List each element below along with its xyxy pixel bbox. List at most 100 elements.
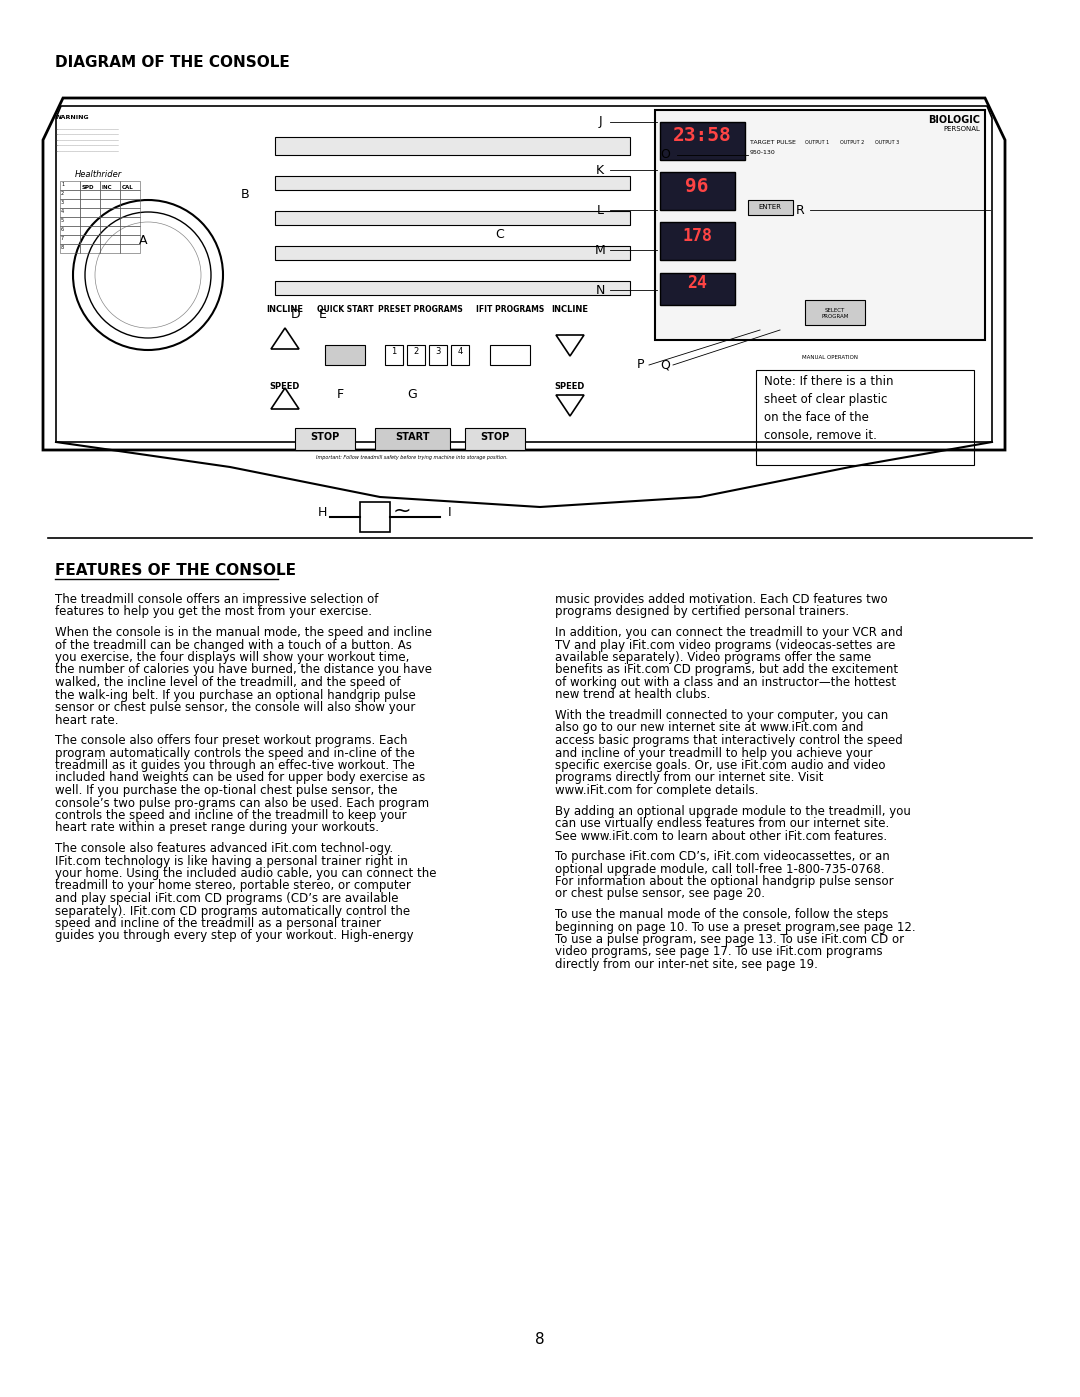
Bar	[120, 182, 140, 190]
Text: 950-130: 950-130	[750, 149, 775, 155]
Text: ______________________________: ______________________________	[55, 126, 119, 130]
Bar	[120, 217, 140, 226]
Text: SELECT
PROGRAM: SELECT PROGRAM	[821, 307, 849, 319]
Text: console’s two pulse pro-grams can also be used. Each program: console’s two pulse pro-grams can also b…	[55, 796, 429, 809]
Text: the number of calories you have burned, the distance you have: the number of calories you have burned, …	[55, 664, 432, 676]
Text: www.iFit.com for complete details.: www.iFit.com for complete details.	[555, 784, 758, 798]
Bar	[60, 217, 80, 226]
Polygon shape	[556, 335, 584, 356]
Text: guides you through every step of your workout. High-energy: guides you through every step of your wo…	[55, 929, 414, 943]
Text: the walk-ing belt. If you purchase an optional handgrip pulse: the walk-ing belt. If you purchase an op…	[55, 689, 416, 701]
Text: When the console is in the manual mode, the speed and incline: When the console is in the manual mode, …	[55, 626, 432, 638]
Text: 1: 1	[60, 182, 64, 187]
Text: PRESET PROGRAMS: PRESET PROGRAMS	[378, 305, 462, 314]
Bar	[60, 190, 80, 198]
Text: 3: 3	[435, 346, 441, 356]
Text: access basic programs that interactively control the speed: access basic programs that interactively…	[555, 733, 903, 747]
Text: heart rate within a preset range during your workouts.: heart rate within a preset range during …	[55, 821, 379, 834]
Bar	[360, 502, 390, 532]
Text: 2: 2	[414, 346, 419, 356]
Text: ______________________________: ______________________________	[55, 142, 119, 147]
Text: IFit.com technology is like having a personal trainer right in: IFit.com technology is like having a per…	[55, 855, 408, 868]
Bar	[60, 198, 80, 208]
Text: STOP: STOP	[310, 432, 339, 441]
Text: I: I	[448, 506, 451, 518]
Bar	[80, 208, 100, 217]
Text: you exercise, the four displays will show your workout time,: you exercise, the four displays will sho…	[55, 651, 409, 664]
Bar	[100, 226, 120, 235]
Bar	[80, 190, 100, 198]
Text: TARGET PULSE: TARGET PULSE	[750, 140, 796, 145]
Text: 3: 3	[60, 200, 64, 205]
Text: included hand weights can be used for upper body exercise as: included hand weights can be used for up…	[55, 771, 426, 785]
Bar	[407, 345, 426, 365]
Text: also go to our new internet site at www.iFit.com and: also go to our new internet site at www.…	[555, 721, 864, 735]
Bar	[80, 244, 100, 253]
Bar	[60, 235, 80, 244]
Bar	[80, 217, 100, 226]
Text: optional upgrade module, call toll-free 1-800-735-0768.: optional upgrade module, call toll-free …	[555, 862, 885, 876]
Bar	[100, 190, 120, 198]
Text: OUTPUT 2: OUTPUT 2	[840, 140, 864, 145]
Text: and incline of your treadmill to help you achieve your: and incline of your treadmill to help yo…	[555, 746, 873, 760]
Text: See www.iFit.com to learn about other iFit.com features.: See www.iFit.com to learn about other iF…	[555, 830, 887, 842]
Bar	[80, 198, 100, 208]
Bar	[120, 190, 140, 198]
Text: treadmill to your home stereo, portable stereo, or computer: treadmill to your home stereo, portable …	[55, 880, 410, 893]
Text: L: L	[596, 204, 604, 217]
Circle shape	[73, 200, 222, 351]
Text: By adding an optional upgrade module to the treadmill, you: By adding an optional upgrade module to …	[555, 805, 910, 817]
Bar	[120, 198, 140, 208]
Text: or chest pulse sensor, see page 20.: or chest pulse sensor, see page 20.	[555, 887, 765, 901]
Text: B: B	[241, 189, 249, 201]
Text: QUICK START: QUICK START	[316, 305, 374, 314]
Text: benefits as iFit.com CD programs, but add the excitement: benefits as iFit.com CD programs, but ad…	[555, 664, 899, 676]
Text: 5: 5	[60, 218, 64, 224]
Text: 7: 7	[60, 236, 64, 242]
Bar	[100, 244, 120, 253]
Text: K: K	[596, 163, 604, 176]
Text: SPD: SPD	[82, 184, 95, 190]
Bar	[660, 122, 745, 161]
Polygon shape	[271, 388, 299, 409]
Text: P: P	[637, 359, 645, 372]
Text: M: M	[595, 243, 606, 257]
Text: With the treadmill connected to your computer, you can: With the treadmill connected to your com…	[555, 710, 888, 722]
Text: sensor or chest pulse sensor, the console will also show your: sensor or chest pulse sensor, the consol…	[55, 701, 416, 714]
Bar	[120, 235, 140, 244]
Text: DIAGRAM OF THE CONSOLE: DIAGRAM OF THE CONSOLE	[55, 54, 289, 70]
Bar	[295, 427, 355, 450]
Text: your home. Using the included audio cable, you can connect the: your home. Using the included audio cabl…	[55, 868, 436, 880]
Bar	[756, 370, 974, 465]
Bar	[275, 246, 630, 260]
Bar	[660, 172, 735, 210]
Text: Important: Follow treadmill safety before trying machine into storage position.: Important: Follow treadmill safety befor…	[316, 455, 508, 460]
Bar	[451, 345, 469, 365]
Bar	[60, 208, 80, 217]
Text: treadmill as it guides you through an effec-tive workout. The: treadmill as it guides you through an ef…	[55, 759, 415, 773]
Text: J: J	[598, 116, 602, 129]
Text: BIOLOGIC: BIOLOGIC	[928, 115, 980, 124]
Bar	[60, 182, 80, 190]
Text: TV and play iFit.com video programs (videocas-settes are: TV and play iFit.com video programs (vid…	[555, 638, 895, 651]
Text: 2: 2	[60, 191, 64, 196]
Text: D: D	[292, 309, 301, 321]
Text: 178: 178	[681, 226, 712, 244]
Text: ENTER: ENTER	[758, 204, 782, 210]
Text: ______________________________: ______________________________	[55, 148, 119, 152]
Text: 96: 96	[685, 177, 708, 196]
Text: CAL: CAL	[122, 184, 134, 190]
Text: features to help you get the most from your exercise.: features to help you get the most from y…	[55, 605, 372, 619]
Polygon shape	[271, 328, 299, 349]
Text: H: H	[318, 506, 326, 518]
Bar	[660, 272, 735, 305]
Bar	[275, 281, 630, 295]
Bar	[275, 211, 630, 225]
Bar	[100, 217, 120, 226]
Text: specific exercise goals. Or, use iFit.com audio and video: specific exercise goals. Or, use iFit.co…	[555, 759, 886, 773]
Text: 4: 4	[457, 346, 462, 356]
Text: In addition, you can connect the treadmill to your VCR and: In addition, you can connect the treadmi…	[555, 626, 903, 638]
Text: SPEED: SPEED	[555, 381, 585, 391]
Bar	[325, 345, 365, 365]
Text: F: F	[337, 388, 343, 401]
